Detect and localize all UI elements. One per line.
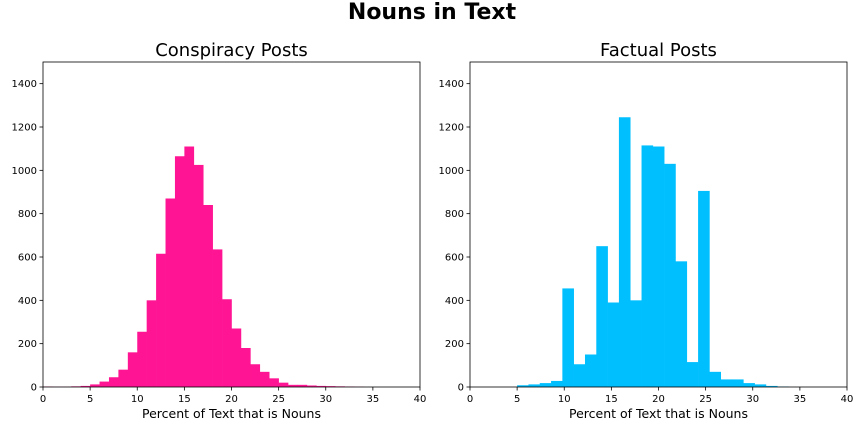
y-tick-label: 600: [18, 253, 37, 264]
histogram-bar: [316, 385, 327, 387]
x-tick-label: 10: [131, 394, 144, 405]
histogram-bar: [156, 253, 166, 387]
histogram-bar: [137, 331, 147, 387]
histogram-bar: [630, 300, 642, 387]
histogram-bar: [212, 249, 223, 387]
histogram-bar: [596, 246, 608, 387]
x-tick-label: 40: [841, 394, 854, 405]
chart-title: Conspiracy Posts: [155, 40, 308, 61]
y-tick-label: 0: [31, 383, 37, 394]
y-tick-label: 400: [445, 296, 464, 307]
x-tick-label: 5: [87, 394, 93, 405]
histogram-bar: [297, 384, 308, 387]
histogram-bar: [80, 385, 91, 387]
histogram-bar: [118, 369, 129, 387]
histogram-bar: [146, 300, 157, 387]
x-tick-label: 35: [794, 394, 807, 405]
histogram-bar: [720, 379, 733, 387]
histogram-bar: [193, 164, 204, 387]
histogram-bar: [184, 146, 195, 387]
histogram-bar: [698, 190, 710, 387]
histogram-bar: [743, 383, 755, 387]
histogram-bar: [539, 383, 552, 387]
histogram-bar: [250, 364, 261, 387]
y-tick-label: 1400: [439, 79, 464, 90]
histogram-bar: [754, 384, 767, 387]
histogram-bar: [165, 198, 176, 387]
histogram-bar: [562, 288, 574, 387]
histogram-bar: [222, 299, 232, 387]
figure-title: Nouns in Text: [347, 0, 517, 25]
histogram-bar: [732, 379, 744, 387]
histogram-bar: [231, 328, 242, 387]
y-tick-label: 600: [445, 253, 464, 264]
histogram-bar: [99, 381, 110, 387]
y-tick-label: 1000: [439, 166, 464, 177]
histogram-bar: [686, 362, 699, 387]
x-tick-label: 0: [40, 394, 46, 405]
histogram-bar: [174, 156, 185, 387]
chart-panel-2: 0 5 10 15 20 25 30 35 40020040060080010001200140…: [439, 40, 854, 421]
y-tick-label: 800: [18, 209, 37, 220]
histogram-bar: [288, 384, 298, 387]
histogram-bar: [306, 385, 317, 387]
x-tick-label: 30: [319, 394, 332, 405]
histogram-bar: [709, 371, 722, 387]
x-axis-label: Percent of Text that is Nouns: [569, 406, 748, 421]
chart-panel-1: 0 5 10 15 20 25 30 35 40020040060080010001200140…: [12, 40, 427, 421]
histogram-bar: [240, 348, 251, 387]
histogram-bar: [664, 163, 676, 387]
y-tick-label: 0: [458, 383, 464, 394]
histogram-bar: [618, 117, 631, 387]
x-tick-label: 5: [514, 394, 520, 405]
histogram-bar: [584, 354, 597, 387]
histogram-bar: [278, 382, 289, 387]
y-tick-label: 1200: [12, 123, 37, 134]
histogram-bar: [641, 145, 654, 387]
y-tick-label: 1400: [12, 79, 37, 90]
histogram-bar: [675, 261, 688, 387]
histogram-bar: [259, 371, 270, 387]
histogram-bar: [127, 352, 138, 387]
histogram-bar: [90, 384, 100, 387]
histogram-bar: [108, 377, 119, 387]
x-tick-label: 25: [699, 394, 712, 405]
x-tick-label: 0: [467, 394, 473, 405]
x-tick-label: 20: [652, 394, 665, 405]
x-tick-label: 15: [178, 394, 191, 405]
y-tick-label: 400: [18, 296, 37, 307]
histogram-bar: [652, 146, 665, 387]
histogram-bar: [551, 380, 563, 387]
x-tick-label: 15: [605, 394, 618, 405]
x-tick-label: 40: [414, 394, 427, 405]
y-tick-label: 200: [445, 339, 464, 350]
y-tick-label: 1200: [439, 123, 464, 134]
histogram-bar: [765, 385, 778, 387]
y-tick-label: 200: [18, 339, 37, 350]
y-tick-label: 800: [445, 209, 464, 220]
histogram-bar: [573, 364, 586, 387]
x-tick-label: 20: [225, 394, 238, 405]
x-axis-label: Percent of Text that is Nouns: [142, 406, 321, 421]
x-tick-label: 25: [272, 394, 285, 405]
chart-title: Factual Posts: [600, 40, 717, 61]
histogram-bar: [203, 205, 213, 387]
x-tick-label: 30: [746, 394, 759, 405]
histogram-bar: [269, 378, 279, 387]
x-tick-label: 10: [558, 394, 571, 405]
histogram-bar: [517, 385, 529, 387]
histogram-bar: [325, 386, 336, 387]
histogram-bar: [528, 384, 541, 387]
y-tick-label: 1000: [12, 166, 37, 177]
x-tick-label: 35: [367, 394, 380, 405]
histogram-bar: [607, 302, 620, 387]
